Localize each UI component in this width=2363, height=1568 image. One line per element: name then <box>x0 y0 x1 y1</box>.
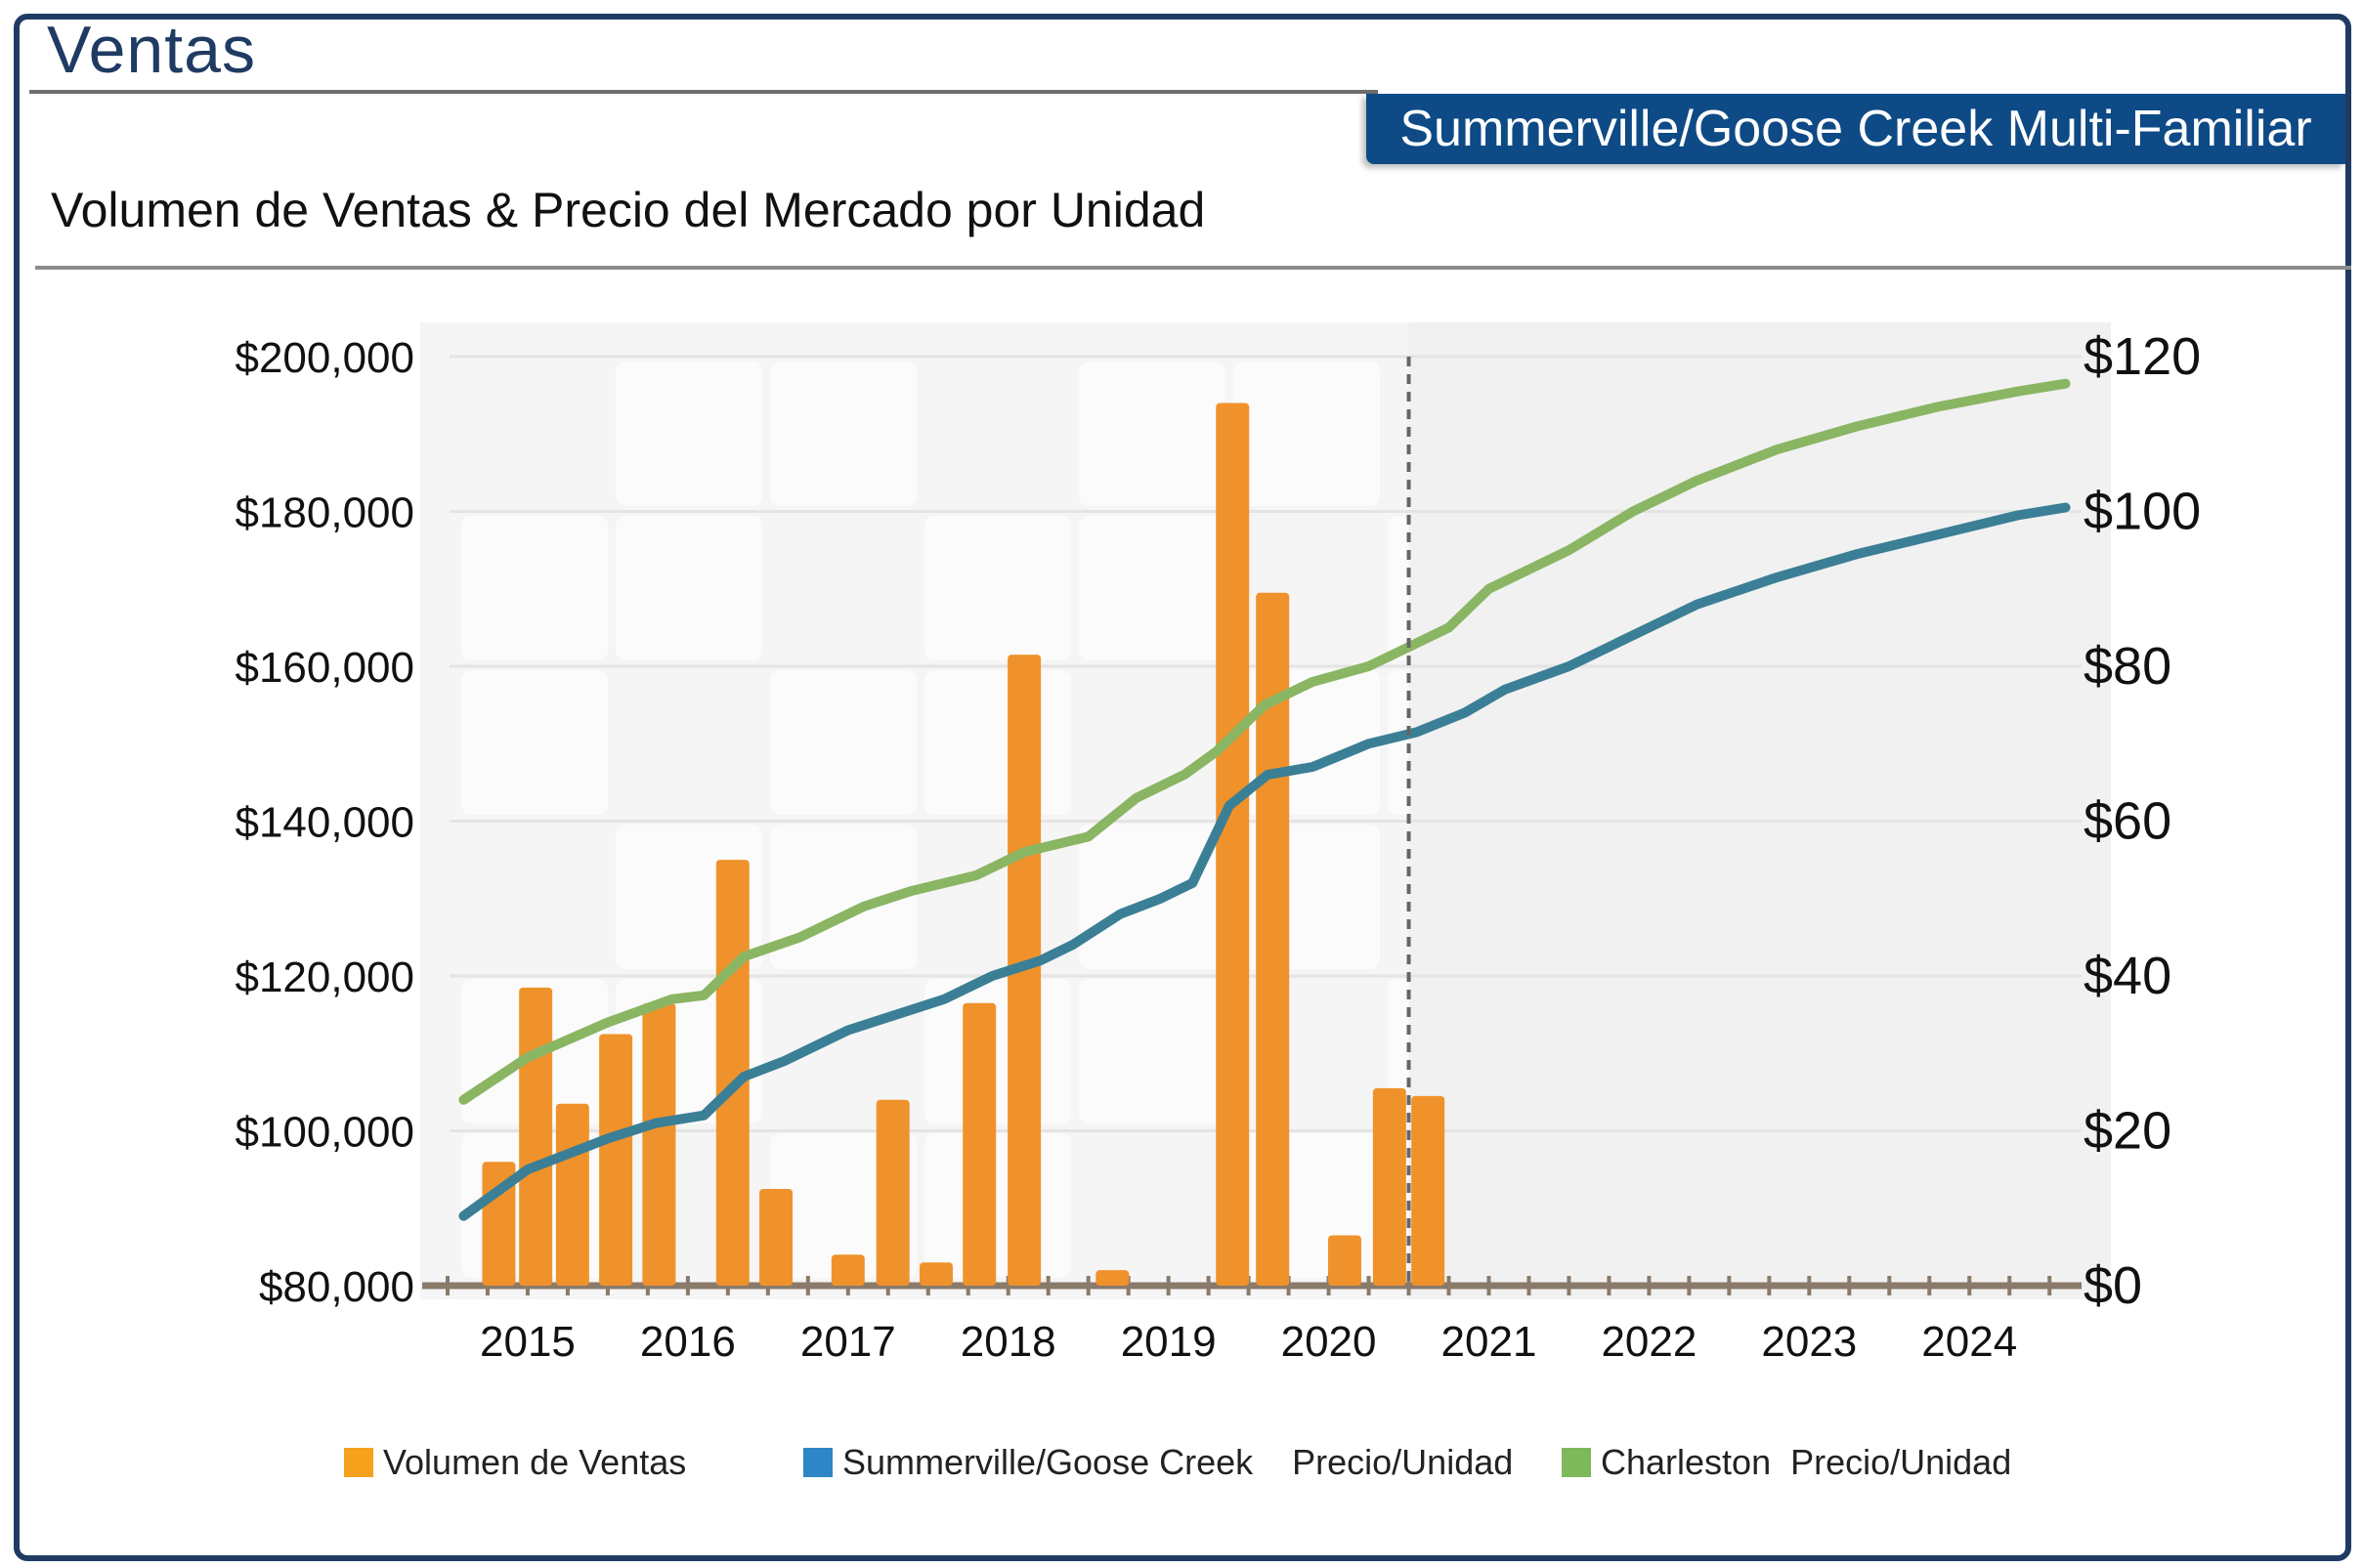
bar-volume <box>555 1103 589 1286</box>
x-axis-tick-label: 2016 <box>640 1318 736 1366</box>
bar-volume <box>1256 592 1290 1286</box>
left-axis-tick-label: $120,000 <box>235 954 414 1001</box>
page-title: Ventas <box>47 13 256 87</box>
legend-item-charleston: Charleston Precio/Unidad <box>1562 1442 2011 1483</box>
watermark-tile <box>461 516 608 660</box>
right-axis-tick-label: $20 <box>2084 1102 2171 1161</box>
legend-swatch-summerville <box>803 1448 833 1477</box>
legend-label-charleston: Charleston Precio/Unidad <box>1601 1442 2012 1482</box>
title-divider <box>29 90 1378 94</box>
left-axis-tick-label: $140,000 <box>235 799 414 847</box>
bar-volume <box>1216 403 1250 1286</box>
left-axis-tick-label: $180,000 <box>235 489 414 537</box>
bar-volume <box>1096 1270 1130 1286</box>
bar-volume <box>963 1002 997 1286</box>
left-axis-tick-label: $200,000 <box>235 334 414 382</box>
right-axis-tick-label: $0 <box>2084 1256 2142 1315</box>
legend-swatch-charleston <box>1562 1448 1591 1477</box>
left-axis-tick-label: $80,000 <box>259 1263 414 1311</box>
right-axis-tick-label: $60 <box>2084 792 2171 851</box>
line-charleston-price <box>458 378 2071 1105</box>
x-axis-tick-label: 2017 <box>800 1318 896 1366</box>
legend-item-volume: Volumen de Ventas <box>344 1442 686 1483</box>
x-axis-tick-label: 2020 <box>1281 1318 1377 1366</box>
bar-volume <box>831 1254 865 1286</box>
bar-volume <box>1327 1235 1361 1286</box>
right-axis-tick-label: $100 <box>2084 483 2201 541</box>
watermark-tile <box>770 361 917 506</box>
subtitle-divider <box>35 266 2351 270</box>
watermark-tile <box>1233 361 1380 506</box>
x-axis-tick-label: 2022 <box>1601 1318 1697 1366</box>
watermark-tile <box>1079 361 1225 506</box>
watermark-tile <box>1079 979 1225 1123</box>
watermark-tile <box>616 361 762 506</box>
x-axis-tick-label: 2018 <box>961 1318 1056 1366</box>
forecast-region <box>1408 322 2111 1299</box>
bar-volume <box>1411 1095 1445 1286</box>
market-badge: Summerville/Goose Creek Multi-Familiar <box>1366 94 2345 164</box>
bar-volume <box>759 1188 794 1286</box>
left-axis-tick-label: $100,000 <box>235 1109 414 1157</box>
right-axis-tick-label: $120 <box>2084 327 2201 386</box>
line-summerville-price <box>458 502 2071 1221</box>
watermark-tile <box>924 516 1071 660</box>
bar-volume <box>919 1262 953 1286</box>
x-axis-tick-label: 2015 <box>480 1318 576 1366</box>
bar-volume <box>1372 1087 1406 1286</box>
x-axis-tick-label: 2021 <box>1441 1318 1537 1366</box>
bar-volume <box>599 1034 633 1286</box>
legend-label-volume: Volumen de Ventas <box>383 1442 687 1482</box>
x-axis-tick-label: 2023 <box>1761 1318 1857 1366</box>
legend-swatch-volume <box>344 1448 373 1477</box>
bar-volume <box>642 1002 676 1286</box>
watermark-tile <box>1233 825 1380 969</box>
watermark-tile <box>461 670 608 815</box>
bar-volume <box>715 860 750 1286</box>
right-axis-tick-label: $80 <box>2084 637 2171 696</box>
x-axis-tick-label: 2024 <box>1921 1318 2017 1366</box>
watermark-tile <box>616 516 762 660</box>
left-axis-tick-label: $160,000 <box>235 644 414 692</box>
bar-volume <box>876 1099 910 1286</box>
watermark-tile <box>1079 516 1225 660</box>
right-axis-tick-label: $40 <box>2084 947 2171 1005</box>
chart-subtitle: Volumen de Ventas & Precio del Mercado p… <box>51 183 1206 237</box>
watermark-tile <box>770 670 917 815</box>
watermark-tile <box>924 670 1071 815</box>
watermark-tile <box>924 1133 1071 1278</box>
legend-item-summerville: Summerville/Goose Creek Precio/Unidad <box>803 1442 1513 1483</box>
bar-volume <box>519 987 553 1286</box>
watermark-tile <box>1233 670 1380 815</box>
legend-label-summerville: Summerville/Goose Creek Precio/Unidad <box>842 1442 1514 1482</box>
x-axis-tick-label: 2019 <box>1121 1318 1217 1366</box>
